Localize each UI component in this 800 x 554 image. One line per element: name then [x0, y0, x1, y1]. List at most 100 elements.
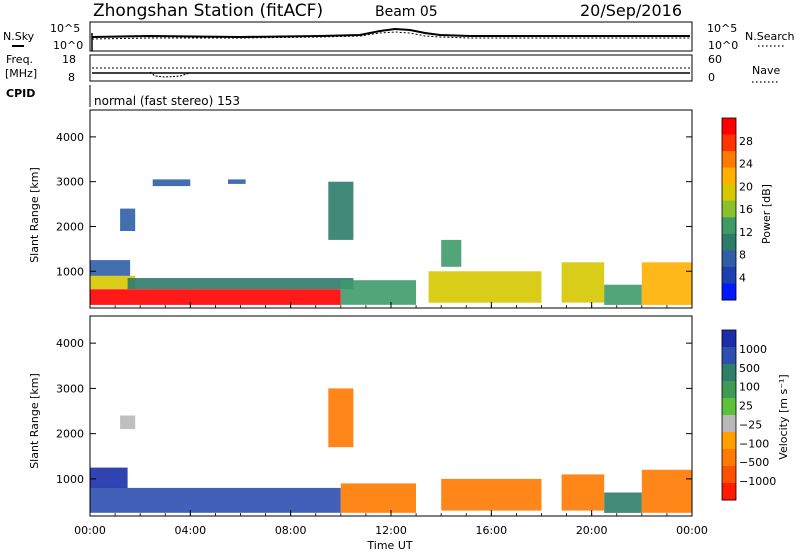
velocity-colorbar-segment: [722, 466, 736, 484]
velocity-data-block: [120, 415, 136, 430]
power-colorbar-tick-label: 12: [739, 226, 753, 239]
velocity-data-block: [90, 467, 128, 488]
velocity-colorbar-frame: [721, 329, 737, 501]
power-data-block: [127, 278, 354, 290]
velocity-data-block: [441, 478, 542, 511]
velocity-data-block: [561, 474, 605, 511]
nsky-trace: [91, 27, 690, 39]
date-label: 20/Sep/2016: [580, 1, 682, 20]
beam-label: Beam 05: [375, 4, 438, 20]
power-data-block: [561, 262, 605, 303]
power-data-block: [428, 271, 542, 303]
velocity-colorbar-tick-label: 100: [739, 381, 760, 394]
velocity-heatmap-panel: 1000 2000 3000 4000 00:00 04:00 08:00 12:00 16:0…: [56, 315, 776, 537]
velocity-colorbar-segment: [722, 432, 736, 450]
power-heatmap-panel: 1000 2000 3000 4000 28 24 20 16 12 8 4: [56, 109, 753, 309]
velocity-y-tick-label: 4000: [56, 337, 84, 350]
noise-tick-bottom-right: 10^0: [708, 39, 738, 52]
velocity-colorbar-label: Velocity [m s⁻¹]: [777, 374, 790, 459]
power-ylabel: Slant Range [km]: [28, 167, 41, 263]
noise-panel-frame: [89, 21, 693, 52]
velocity-colorbar-segment: [722, 381, 736, 399]
freq-panel-frame: [89, 54, 693, 82]
power-data-block: [90, 260, 131, 276]
velocity-y-tick-label: 2000: [56, 428, 84, 441]
power-colorbar-segment: [722, 250, 736, 268]
power-colorbar-tick-label: 8: [739, 249, 746, 262]
power-colorbar-frame: [721, 117, 737, 301]
freq-tick-bottom: 8: [68, 71, 75, 84]
noise-tick-top-right: 10^5: [707, 22, 737, 35]
power-data-block: [228, 179, 246, 184]
velocity-y-tick-label: 3000: [56, 382, 84, 395]
velocity-colorbar-segment: [722, 364, 736, 382]
velocity-colorbar-tick-label: −500: [739, 456, 769, 469]
freq-tick-top: 18: [62, 53, 76, 66]
x-tick-label: 20:00: [576, 524, 608, 537]
power-colorbar-tick-label: 28: [739, 135, 753, 148]
velocity-data-block: [90, 487, 341, 513]
power-data-block: [641, 262, 692, 305]
power-data-block: [340, 280, 416, 305]
x-tick-label: 00:00: [74, 524, 106, 537]
velocity-colorbar-tick-label: −25: [739, 418, 762, 431]
power-colorbar-segment: [722, 283, 736, 301]
nsearch-label: N.Search: [745, 30, 795, 43]
velocity-ylabel: Slant Range [km]: [28, 373, 41, 469]
freq-unit-label: [MHz]: [5, 67, 37, 80]
cpid-text: normal (fast stereo) 153: [94, 94, 240, 108]
power-data-block: [328, 181, 354, 240]
nsky-label: N.Sky: [3, 30, 35, 43]
power-colorbar-segment: [722, 134, 736, 152]
velocity-colorbar-segment: [722, 398, 736, 416]
power-colorbar-tick-label: 4: [739, 271, 746, 284]
x-tick-label: 00:00: [676, 524, 708, 537]
power-colorbar-segment: [722, 151, 736, 169]
velocity-colorbar-tick-label: 1000: [739, 343, 767, 356]
nave-tick-top: 60: [708, 53, 722, 66]
power-colorbar-tick-label: 16: [739, 203, 753, 216]
power-y-tick-label: 2000: [56, 220, 84, 233]
velocity-colorbar-segment: [722, 449, 736, 467]
noise-tick-bottom-left: 10^0: [53, 39, 83, 52]
power-data-block: [90, 275, 136, 290]
x-tick-label: 12:00: [375, 524, 407, 537]
velocity-colorbar-tick-label: 25: [739, 400, 753, 413]
power-colorbar-segment: [722, 200, 736, 218]
x-tick-label: 04:00: [174, 524, 206, 537]
velocity-data-block: [340, 483, 416, 513]
nave-label: Nave: [752, 64, 780, 77]
x-axis-title: Time UT: [366, 539, 412, 552]
power-colorbar-segment: [722, 167, 736, 185]
velocity-colorbar-segment: [722, 330, 736, 348]
freq-label: Freq.: [6, 53, 33, 66]
freq-dip-trace: [149, 71, 191, 78]
power-y-tick-label: 1000: [56, 265, 84, 278]
nave-tick-bottom: 0: [708, 71, 715, 84]
power-data-block: [152, 179, 191, 187]
velocity-colorbar-segment: [722, 483, 736, 501]
power-colorbar-segment: [722, 217, 736, 235]
power-colorbar-label: Power [dB]: [760, 184, 773, 244]
noise-tick-top-left: 10^5: [50, 22, 80, 35]
station-title: Zhongshan Station (fitACF): [93, 1, 323, 21]
cpid-label: CPID: [6, 87, 35, 100]
velocity-colorbar-tick-label: −1000: [739, 475, 776, 488]
velocity-colorbar-segment: [722, 415, 736, 433]
power-data-block: [604, 284, 642, 305]
power-y-tick-label: 3000: [56, 176, 84, 189]
power-colorbar-segment: [722, 233, 736, 251]
velocity-colorbar-segment: [722, 347, 736, 365]
power-data-block: [120, 208, 136, 231]
power-colorbar-segment: [722, 184, 736, 202]
power-colorbar-tick-label: 20: [739, 180, 753, 193]
power-colorbar-tick-label: 24: [739, 158, 753, 171]
x-tick-label: 16:00: [475, 524, 507, 537]
velocity-y-tick-label: 1000: [56, 473, 84, 486]
power-colorbar-segment: [722, 118, 736, 135]
nsearch-trace: [91, 31, 690, 40]
power-colorbar-segment: [722, 266, 736, 284]
velocity-data-block: [604, 492, 642, 513]
power-data-block: [441, 239, 462, 267]
velocity-colorbar-tick-label: 500: [739, 362, 760, 375]
